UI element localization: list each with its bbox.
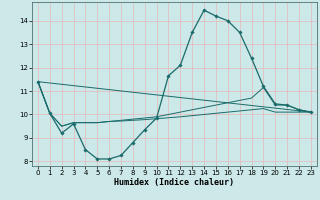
X-axis label: Humidex (Indice chaleur): Humidex (Indice chaleur) [115, 178, 234, 187]
